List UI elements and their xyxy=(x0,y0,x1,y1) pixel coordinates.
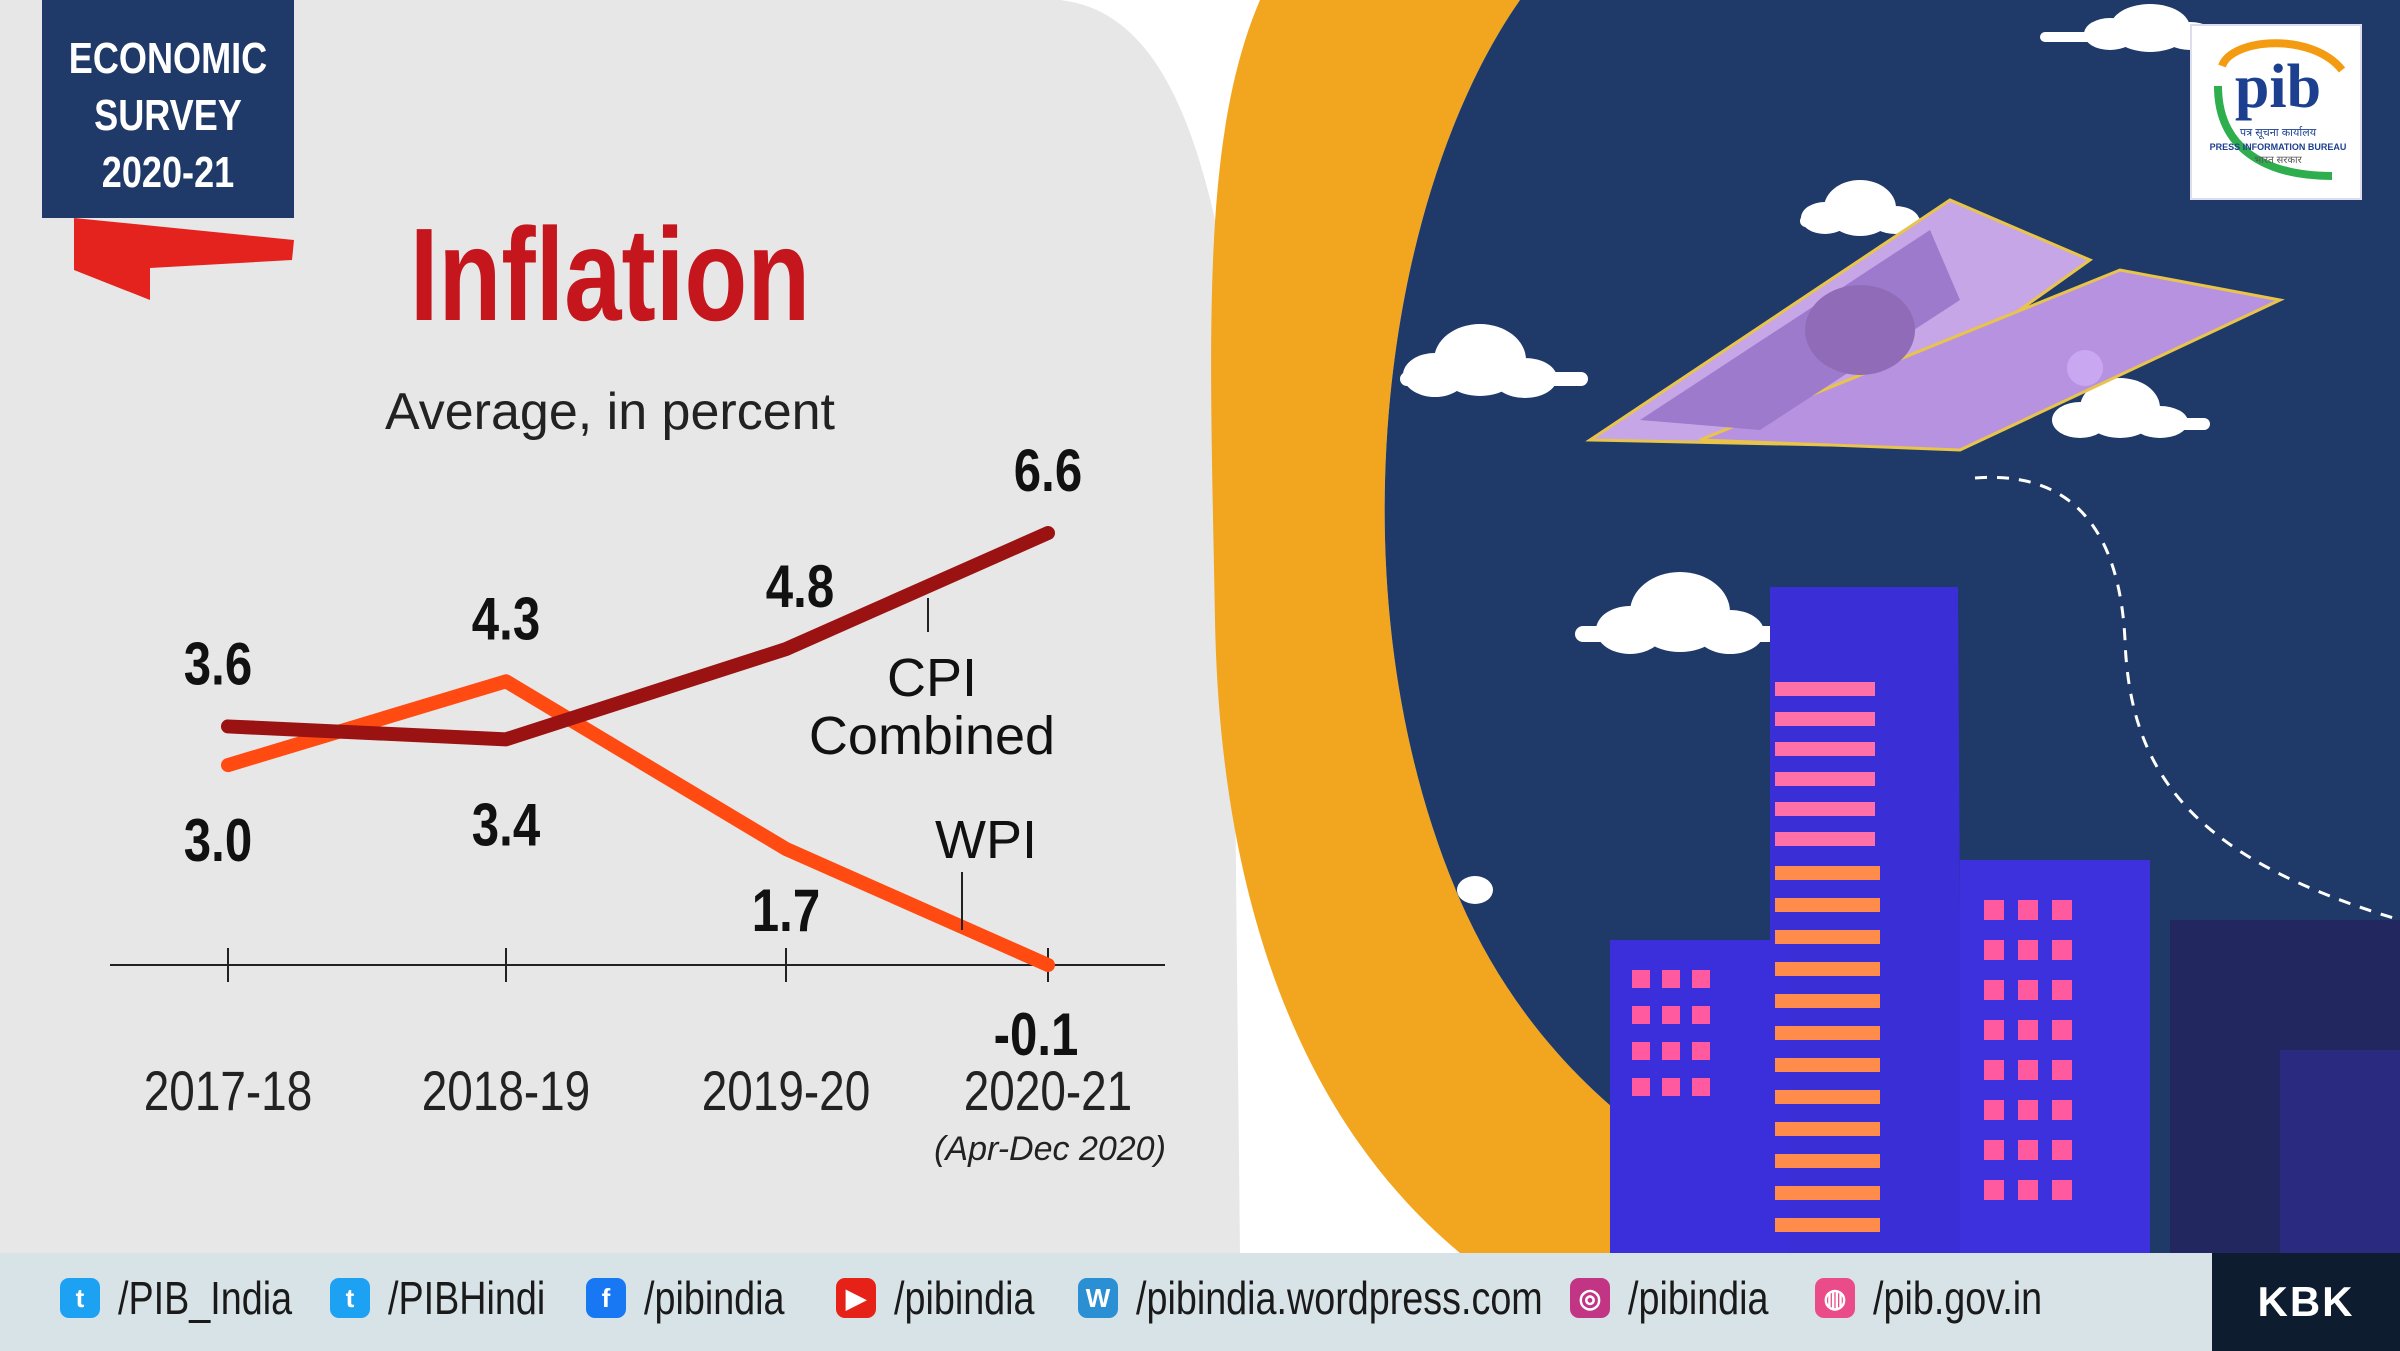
wordpress-icon: W xyxy=(1078,1278,1118,1318)
credit-badge: KBK xyxy=(2212,1253,2400,1351)
series-label-cpi: CPI xyxy=(887,648,977,708)
series-label-wpi: WPI xyxy=(935,810,1037,870)
data-label: 3.0 xyxy=(184,806,252,874)
data-label: 4.3 xyxy=(472,585,540,653)
instagram-icon: ◎ xyxy=(1570,1278,1610,1318)
orange-arc xyxy=(1211,0,1960,1253)
cloud xyxy=(1800,180,1920,236)
data-label: 3.6 xyxy=(184,630,252,698)
social-link-label: /pibindia xyxy=(894,1272,1035,1324)
pib-logo: pib पत्र सूचना कार्यालय PRESS INFORMATIO… xyxy=(2190,24,2362,200)
series-line-cpi xyxy=(221,526,1055,747)
facebook-icon: f xyxy=(586,1278,626,1318)
social-link[interactable]: ▶ /pibindia xyxy=(836,1268,1065,1328)
dribbble-icon: ◍ xyxy=(1815,1278,1855,1318)
data-label: 1.7 xyxy=(752,876,820,944)
twitter-icon: t xyxy=(330,1278,370,1318)
series-line-wpi xyxy=(221,674,1055,972)
youtube-icon: ▶ xyxy=(836,1278,876,1318)
social-link[interactable]: W/pibindia.wordpress.com xyxy=(1078,1268,1632,1328)
data-label: 4.8 xyxy=(766,552,834,620)
social-link-label: /PIB_India xyxy=(118,1272,293,1324)
data-label: -0.1 xyxy=(994,1000,1079,1068)
social-link[interactable]: f/pibindia xyxy=(586,1268,815,1328)
badge-line: ECONOMIC xyxy=(68,34,268,83)
x-tick-label: 2017-18 xyxy=(144,1060,312,1122)
x-tick-label: 2020-21 xyxy=(964,1060,1132,1122)
chart-subtitle: Average, in percent xyxy=(385,383,835,441)
x-tick-label: 2018-19 xyxy=(422,1060,590,1122)
social-footer xyxy=(0,1253,2400,1351)
badge-line: 2020-21 xyxy=(101,148,235,197)
cloud xyxy=(1400,324,1588,398)
social-link-label: /pibindia.wordpress.com xyxy=(1136,1272,1543,1324)
chart-title: Inflation xyxy=(409,201,811,348)
pib-english-name: PRESS INFORMATION BUREAU xyxy=(2209,142,2347,152)
pib-government-name: भारत सरकार xyxy=(2254,155,2302,166)
social-link[interactable]: t/PIB_India xyxy=(60,1268,330,1328)
badge-line: SURVEY xyxy=(94,91,242,140)
social-link[interactable]: t/PIBHindi xyxy=(330,1268,580,1328)
flight-path-dashed xyxy=(1974,475,2400,922)
data-label: 3.4 xyxy=(472,791,541,859)
x-tick-label: 2019-20 xyxy=(702,1060,870,1122)
pib-logo-mark xyxy=(2214,39,2346,180)
cloud xyxy=(2052,378,2210,438)
social-link-label: /PIBHindi xyxy=(388,1272,546,1324)
twitter-icon: t xyxy=(60,1278,100,1318)
banknote-paper-plane-icon xyxy=(1585,198,2285,452)
social-link[interactable]: ◍ /pib.gov.in xyxy=(1815,1268,2079,1328)
economic-survey-badge: ECONOMIC SURVEY 2020-21 xyxy=(42,0,294,218)
x-tick-note: (Apr-Dec 2020) xyxy=(934,1130,1166,1168)
social-link-label: /pibindia xyxy=(644,1272,785,1324)
social-link-label: /pibindia xyxy=(1628,1272,1769,1324)
series-label-cpi: Combined xyxy=(809,706,1055,766)
pib-hindi-name: पत्र सूचना कार्यालय xyxy=(2239,127,2317,139)
cloud xyxy=(1457,876,1493,904)
cloud xyxy=(1575,572,1785,654)
chart-panel-background xyxy=(0,0,1240,1253)
social-link[interactable]: ◎ /pibindia xyxy=(1570,1268,1799,1328)
social-link-label: /pib.gov.in xyxy=(1873,1272,2043,1324)
data-label: 6.6 xyxy=(1014,436,1082,504)
building-windows xyxy=(1632,682,2072,1232)
pib-wordmark: pib xyxy=(2234,53,2322,121)
badge-ribbon xyxy=(74,218,294,300)
